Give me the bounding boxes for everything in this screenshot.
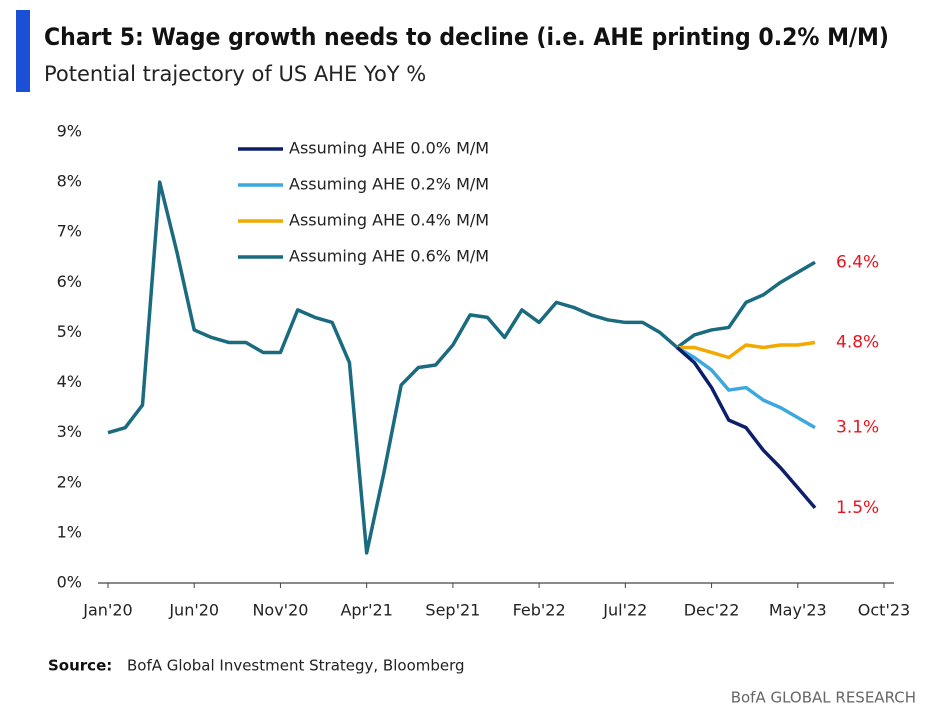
source: BofA Global Investment Strategy, Bloombe…	[127, 657, 465, 675]
x-tick-label: Apr'21	[340, 601, 392, 620]
legend-label: Assuming AHE 0.4% M/M	[289, 211, 489, 230]
source-label: Source:	[48, 657, 112, 675]
x-tick-label: Jun'20	[168, 601, 219, 620]
y-tick-label: 4%	[57, 372, 82, 391]
data-label: 4.8%	[836, 332, 879, 352]
y-tick-label: 7%	[57, 222, 82, 241]
y-tick-label: 5%	[57, 322, 82, 341]
title-accent	[16, 10, 30, 92]
x-tick-label: Dec'22	[684, 601, 740, 620]
chart-subtitle: Potential trajectory of US AHE YoY %	[44, 62, 426, 86]
series-line	[676, 345, 816, 430]
series-line	[677, 340, 816, 360]
footer: BofA GLOBAL RESEARCH	[731, 689, 916, 707]
x-tick-label: Jul'22	[602, 601, 647, 620]
y-tick-label: 0%	[57, 573, 82, 592]
x-tick-label: Sep'21	[425, 601, 480, 620]
legend-label: Assuming AHE 0.2% M/M	[289, 175, 489, 194]
y-tick-label: 1%	[57, 522, 82, 541]
legend-label: Assuming AHE 0.6% M/M	[289, 247, 489, 266]
y-tick-label: 3%	[57, 422, 82, 441]
x-tick-label: Feb'22	[513, 601, 566, 620]
chart-title: Chart 5: Wage growth needs to decline (i…	[44, 23, 889, 51]
series-line	[675, 346, 817, 509]
y-tick-label: 9%	[57, 122, 82, 141]
x-tick-label: Nov'20	[252, 601, 308, 620]
data-label: 1.5%	[836, 498, 879, 518]
x-tick-label: Jan'20	[82, 601, 132, 620]
y-tick-label: 2%	[57, 472, 82, 491]
series-line	[107, 180, 816, 555]
legend-label: Assuming AHE 0.0% M/M	[289, 139, 489, 158]
x-tick-label: Oct'23	[858, 601, 910, 620]
data-label: 3.1%	[836, 418, 879, 438]
y-tick-label: 6%	[57, 272, 82, 291]
x-tick-label: May'23	[769, 601, 827, 620]
y-tick-label: 8%	[57, 172, 82, 191]
data-label: 6.4%	[836, 252, 879, 272]
